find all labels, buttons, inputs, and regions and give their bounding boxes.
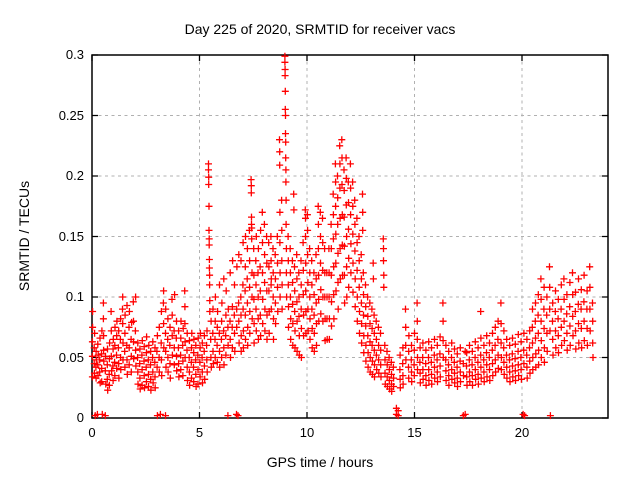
y-tick-label: 0.1 xyxy=(65,289,84,304)
x-tick-label: 0 xyxy=(88,425,96,440)
plot-border xyxy=(91,54,609,419)
x-tick-label: 20 xyxy=(514,425,530,440)
y-tick-label: 0.15 xyxy=(58,228,84,244)
data-points xyxy=(88,52,597,420)
y-tick-label: 0.3 xyxy=(65,47,84,62)
x-axis-label: GPS time / hours xyxy=(266,454,374,470)
y-tick-label: 0.25 xyxy=(58,107,84,123)
y-tick-label: 0.05 xyxy=(58,349,84,365)
y-tick-label: 0 xyxy=(76,410,84,425)
chart-title: Day 225 of 2020, SRMTID for receiver vac… xyxy=(184,21,456,37)
y-tick-label: 0.2 xyxy=(65,168,84,183)
x-tick-label: 10 xyxy=(299,425,315,440)
x-tick-label: 15 xyxy=(407,425,422,440)
x-tick-label: 5 xyxy=(195,425,204,440)
